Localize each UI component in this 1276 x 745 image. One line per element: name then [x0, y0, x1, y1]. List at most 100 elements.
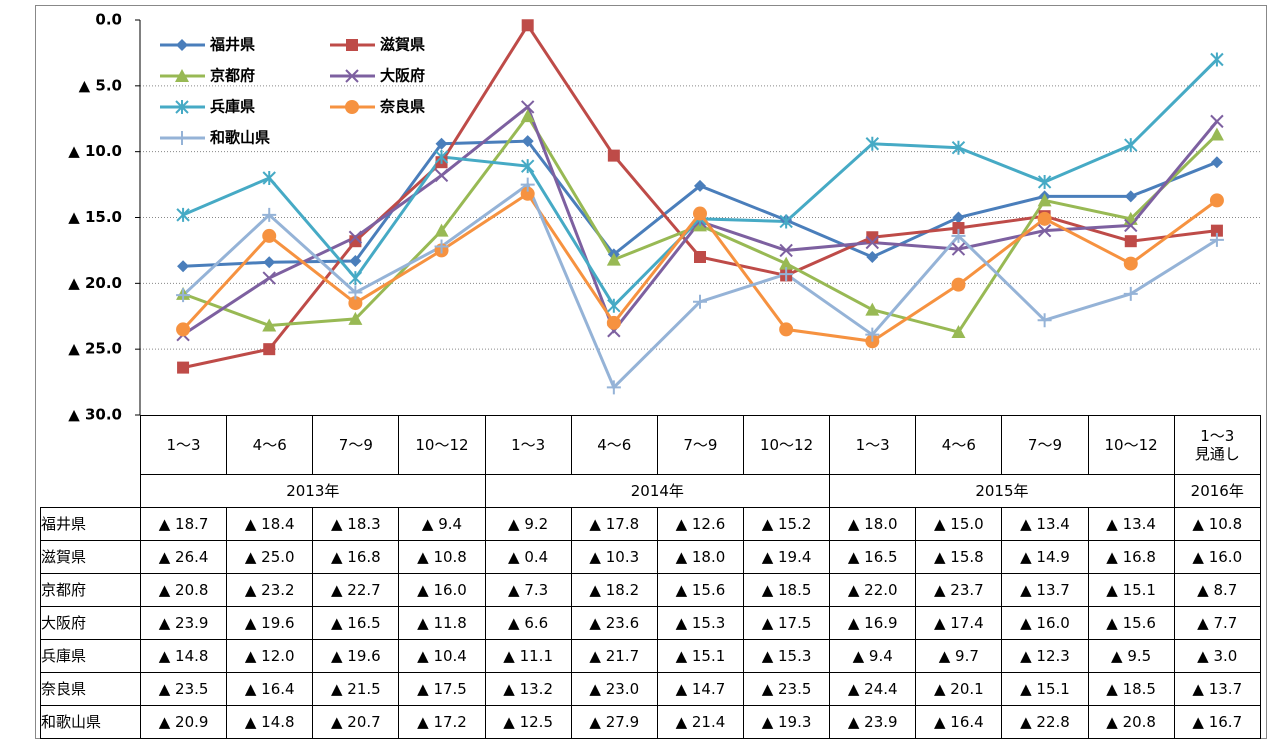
- legend-label: 奈良県: [379, 98, 425, 116]
- value-label: ▲ 21.7: [570, 638, 658, 673]
- y-tick-label: ▲ 5.0: [79, 76, 122, 94]
- marker: [263, 256, 276, 269]
- row-label: 和歌山県: [40, 704, 141, 739]
- value-label: ▲ 25.0: [226, 539, 314, 574]
- value-label: ▲ 12.0: [226, 638, 314, 673]
- marker: [176, 288, 191, 303]
- marker: [1210, 114, 1224, 129]
- marker: [606, 380, 621, 395]
- marker: [262, 318, 277, 332]
- marker: [262, 171, 276, 185]
- marker: [176, 207, 190, 222]
- marker: [693, 294, 707, 309]
- value-label: ▲ 13.7: [1001, 572, 1089, 607]
- marker: [1037, 313, 1052, 328]
- marker: [521, 135, 534, 148]
- x-tick-label: 1〜3 見通し: [1173, 415, 1261, 475]
- x-tick-label: 7〜9: [656, 415, 744, 475]
- value-label: ▲ 21.5: [312, 671, 400, 706]
- marker: [951, 228, 966, 243]
- value-label: ▲ 23.5: [742, 671, 831, 706]
- value-label: ▲ 20.7: [312, 704, 400, 739]
- marker: [1124, 138, 1138, 153]
- marker: [262, 207, 277, 222]
- x-tick-label: 10〜12: [1087, 415, 1175, 475]
- marker: [434, 168, 449, 183]
- table-row: 滋賀県 ▲ 26.4 ▲ 25.0 ▲ 16.8 ▲ 10.8 ▲ 0.4 ▲ 10.3 ▲ …: [40, 539, 1261, 574]
- value-label: ▲ 15.1: [1001, 671, 1089, 706]
- marker: [177, 361, 190, 374]
- value-label: ▲ 18.5: [742, 572, 831, 607]
- marker: [520, 109, 535, 123]
- marker: [606, 315, 621, 330]
- x-group-label: 2015年: [829, 474, 1175, 508]
- marker: [175, 131, 189, 145]
- value-label: ▲ 15.3: [742, 638, 831, 673]
- marker: [175, 69, 189, 82]
- chart-frame: [35, 5, 1267, 739]
- value-label: ▲ 19.3: [742, 704, 831, 739]
- value-label: ▲ 24.4: [829, 671, 917, 706]
- marker: [1037, 174, 1052, 189]
- marker: [779, 214, 793, 229]
- value-label: ▲ 15.0: [915, 506, 1003, 541]
- marker: [607, 298, 621, 313]
- x-tick-label: 4〜6: [570, 415, 658, 475]
- row-label: 福井県: [40, 506, 141, 541]
- marker: [951, 140, 966, 155]
- value-label: ▲ 16.5: [829, 539, 917, 574]
- marker: [952, 222, 965, 235]
- data-table: 1〜3 4〜6 7〜9 10〜12 1〜3 4〜6 7〜9 10〜12 1〜3 4〜6 7〜9 10〜…: [40, 415, 1261, 739]
- marker: [1209, 232, 1224, 247]
- marker: [1210, 156, 1223, 169]
- marker: [606, 252, 621, 266]
- value-label: ▲ 16.8: [1087, 539, 1175, 574]
- marker: [1210, 52, 1224, 67]
- legend-label: 滋賀県: [380, 36, 425, 54]
- marker: [349, 235, 362, 248]
- legend-item: 和歌山県: [160, 129, 270, 147]
- y-tick-label: ▲ 20.0: [68, 274, 122, 292]
- legend-item: 兵庫県: [160, 98, 255, 116]
- marker: [520, 100, 535, 114]
- value-label: ▲ 11.1: [484, 638, 572, 673]
- value-label: ▲ 17.5: [742, 605, 831, 640]
- value-label: ▲ 15.8: [915, 539, 1003, 574]
- marker: [779, 322, 794, 337]
- value-label: ▲ 19.6: [226, 605, 314, 640]
- marker: [262, 228, 277, 243]
- value-label: ▲ 15.6: [656, 572, 744, 607]
- value-label: ▲ 15.6: [1087, 605, 1175, 640]
- marker: [434, 239, 449, 254]
- legend-label: 大阪府: [380, 67, 425, 85]
- value-label: ▲ 16.0: [1001, 605, 1089, 640]
- marker: [865, 235, 880, 250]
- y-tick-label: ▲ 30.0: [68, 406, 122, 424]
- row-label: 兵庫県: [40, 638, 141, 673]
- legend-label: 京都府: [210, 67, 255, 85]
- value-label: ▲ 18.3: [312, 506, 400, 541]
- value-label: ▲ 10.8: [398, 539, 486, 574]
- marker: [434, 223, 449, 237]
- x-tick-label: 4〜6: [226, 415, 314, 475]
- value-label: ▲ 18.0: [829, 506, 917, 541]
- value-label: ▲ 13.2: [484, 671, 572, 706]
- value-label: ▲ 20.9: [139, 704, 228, 739]
- value-label: ▲ 19.6: [312, 638, 400, 673]
- value-label: ▲ 22.0: [829, 572, 917, 607]
- value-label: ▲ 20.1: [915, 671, 1003, 706]
- value-label: ▲ 22.7: [312, 572, 400, 607]
- x-tick-label: 7〜9: [312, 415, 400, 475]
- value-label: ▲ 15.2: [742, 506, 831, 541]
- value-label: ▲ 14.9: [1001, 539, 1089, 574]
- value-label: ▲ 17.8: [570, 506, 658, 541]
- legend-item: 京都府: [160, 67, 255, 85]
- y-tick-label: ▲ 15.0: [68, 208, 122, 226]
- value-label: ▲ 23.5: [139, 671, 228, 706]
- y-tick-label: 0.0: [95, 11, 122, 29]
- value-label: ▲ 9.2: [484, 506, 572, 541]
- marker: [1209, 193, 1224, 208]
- marker: [1037, 223, 1052, 238]
- value-label: ▲ 14.8: [139, 638, 228, 673]
